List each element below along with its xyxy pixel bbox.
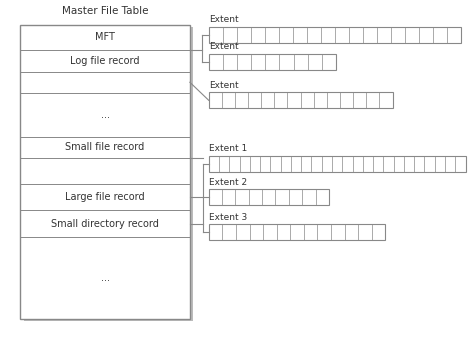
Text: Log file record: Log file record [70,56,140,65]
Text: MFT: MFT [95,32,115,42]
Bar [20,25,190,319]
Bar [209,54,336,70]
Text: Master File Table: Master File Table [62,6,148,17]
Text: Extent: Extent [209,42,238,51]
Text: Extent: Extent [209,16,238,25]
Text: ...: ... [100,273,109,283]
Bar [209,189,329,205]
Text: Extent 3: Extent 3 [209,213,247,222]
Text: Extent 2: Extent 2 [209,178,247,187]
Text: Extent: Extent [209,81,238,90]
Bar [209,224,385,240]
Bar [209,156,465,172]
Text: Extent 1: Extent 1 [209,144,247,153]
Text: Large file record: Large file record [65,192,145,202]
Bar [24,27,193,321]
Text: Small file record: Small file record [65,143,145,152]
Bar [209,27,461,43]
Text: ...: ... [100,110,109,120]
Bar [209,92,392,108]
Text: Small directory record: Small directory record [51,219,159,228]
